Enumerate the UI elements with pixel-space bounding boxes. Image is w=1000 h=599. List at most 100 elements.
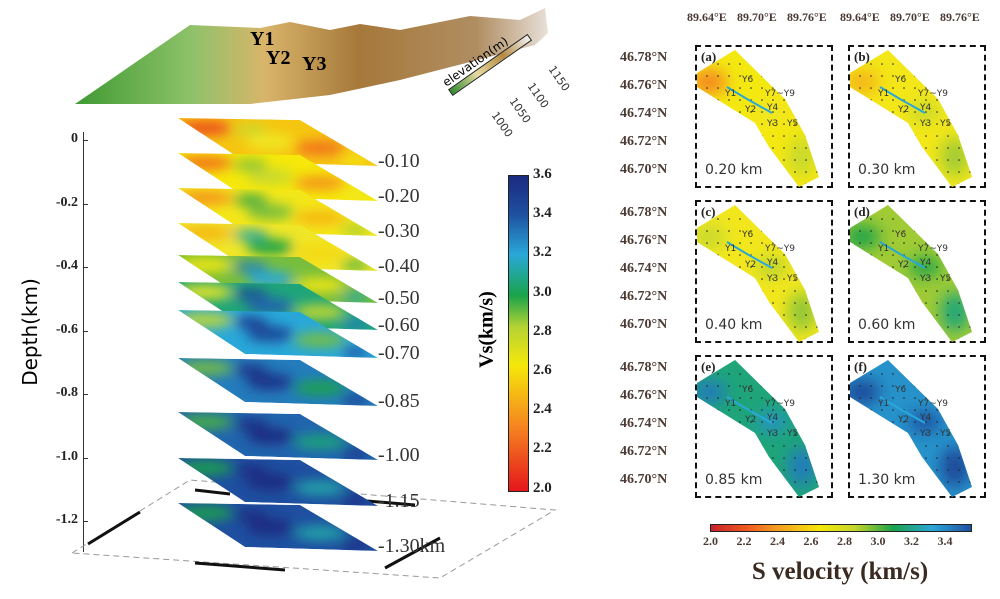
station-dot xyxy=(980,457,982,459)
station-dot xyxy=(827,421,829,423)
station-dot xyxy=(980,99,982,101)
vs-tick-label: 3.4 xyxy=(533,205,552,222)
station-dot xyxy=(783,147,785,149)
station-dot xyxy=(761,87,763,89)
station-dot xyxy=(728,314,730,316)
latitude-tick-label: 46.76°N xyxy=(620,388,668,403)
station-dot xyxy=(805,445,807,447)
velocity-map xyxy=(697,50,819,187)
station-dot xyxy=(706,123,708,125)
station-dot xyxy=(816,278,818,280)
station-dot xyxy=(750,373,752,375)
station-dot xyxy=(859,159,861,161)
latitude-tick-label: 46.70°N xyxy=(620,472,668,487)
station-dot xyxy=(761,290,763,292)
station-dot xyxy=(892,159,894,161)
station-dot xyxy=(925,171,927,173)
station-dot xyxy=(717,159,719,161)
station-dot xyxy=(881,314,883,316)
station-dot xyxy=(827,481,829,483)
station-dot xyxy=(761,493,763,495)
station-dot xyxy=(870,290,872,292)
station-dot xyxy=(827,326,829,328)
depth-slice xyxy=(178,282,378,330)
station-dot xyxy=(772,278,774,280)
depth-slice xyxy=(178,188,378,236)
station-dot xyxy=(805,493,807,495)
station-dot xyxy=(772,373,774,375)
station-dot xyxy=(881,218,883,220)
well-label: Y4 xyxy=(920,103,932,113)
station-dot xyxy=(805,266,807,268)
panel-label: (e) xyxy=(701,359,716,374)
station-dot xyxy=(859,433,861,435)
station-dot xyxy=(969,314,971,316)
well-label: Y3 xyxy=(767,274,779,284)
velocity-map xyxy=(850,205,982,342)
station-dot xyxy=(859,302,861,304)
vs-tick-label: 3.6 xyxy=(533,166,552,182)
station-dot xyxy=(827,302,829,304)
station-dot xyxy=(969,433,971,435)
station-dot xyxy=(881,147,883,149)
station-dot xyxy=(947,111,949,113)
panel-label: (f) xyxy=(854,359,867,374)
station-dot xyxy=(936,99,938,101)
station-dot xyxy=(706,99,708,101)
station-dot xyxy=(783,314,785,316)
station-dot xyxy=(728,99,730,101)
station-dot xyxy=(772,230,774,232)
station-dot xyxy=(859,397,861,399)
station-dot xyxy=(980,171,982,173)
station-dot xyxy=(958,75,960,77)
station-dot xyxy=(881,183,883,185)
station-dot xyxy=(958,457,960,459)
station-dot xyxy=(892,290,894,292)
station-dot xyxy=(881,290,883,292)
station-dot xyxy=(783,278,785,280)
station-dot xyxy=(717,409,719,411)
station-dot xyxy=(925,445,927,447)
station-dot xyxy=(980,63,982,65)
station-dot xyxy=(958,302,960,304)
station-dot xyxy=(892,183,894,185)
station-dot xyxy=(936,218,938,220)
station-dot xyxy=(706,445,708,447)
longitude-tick-label: 89.64°E xyxy=(840,10,880,24)
station-dot xyxy=(925,493,927,495)
station-dot xyxy=(947,421,949,423)
station-dot xyxy=(947,278,949,280)
station-dot xyxy=(717,290,719,292)
well-label: Y1 xyxy=(725,244,737,254)
station-dot xyxy=(794,338,796,340)
well-label: Y2 xyxy=(898,105,910,115)
station-dot xyxy=(892,242,894,244)
depth-tick-label: -0.4 xyxy=(55,258,78,273)
station-dot xyxy=(925,218,927,220)
station-dot xyxy=(958,278,960,280)
station-dot xyxy=(903,361,905,363)
station-dot xyxy=(805,159,807,161)
station-dot xyxy=(980,493,982,495)
well-trace xyxy=(879,241,926,269)
panel-depth-label: 0.40 km xyxy=(705,317,763,333)
station-dot xyxy=(783,99,785,101)
station-dot xyxy=(969,326,971,328)
station-dot xyxy=(717,314,719,316)
station-dot xyxy=(750,123,752,125)
station-dot xyxy=(761,206,763,208)
station-dot xyxy=(717,63,719,65)
station-dot xyxy=(980,338,982,340)
station-dot xyxy=(881,159,883,161)
station-dot xyxy=(881,457,883,459)
station-dot xyxy=(827,290,829,292)
station-dot xyxy=(892,99,894,101)
vs-tick-label: 2.4 xyxy=(533,401,552,418)
station-dot xyxy=(783,445,785,447)
station-dot xyxy=(881,278,883,280)
station-dot xyxy=(947,99,949,101)
vs-colorbar xyxy=(508,175,529,492)
station-dot xyxy=(706,385,708,387)
station-dot xyxy=(827,433,829,435)
station-dot xyxy=(903,314,905,316)
